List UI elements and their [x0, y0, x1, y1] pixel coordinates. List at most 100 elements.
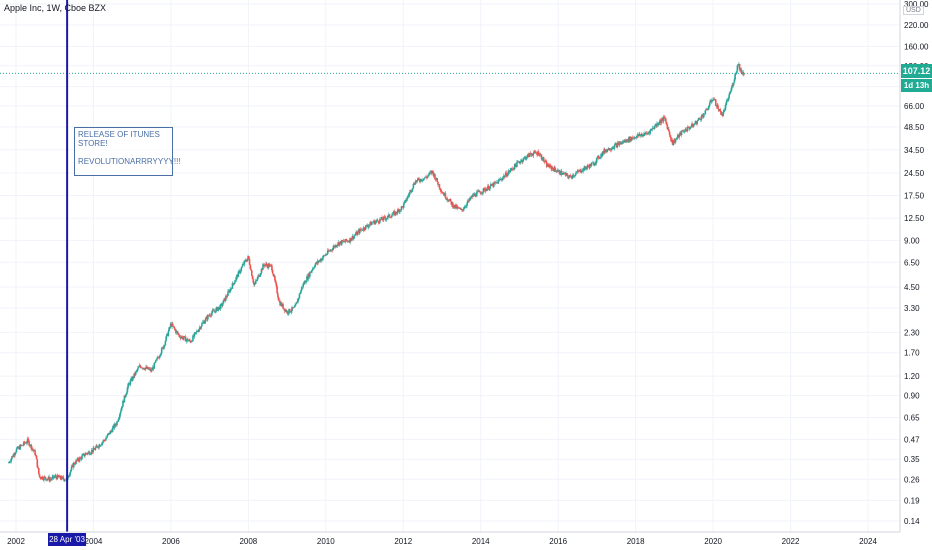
candle-body: [626, 139, 628, 142]
candle-body: [657, 124, 660, 126]
candle-body: [158, 356, 161, 359]
candle-body: [245, 261, 248, 262]
candle-body: [226, 295, 229, 297]
y-tick-label: 160.00: [904, 42, 929, 51]
candle-body: [554, 167, 556, 170]
candle-body: [709, 102, 711, 106]
candle-body: [52, 475, 55, 478]
candle-body: [668, 131, 671, 136]
candle-body: [231, 283, 234, 289]
candle-body: [93, 448, 95, 450]
candle-body: [609, 149, 612, 151]
candle-body: [533, 151, 535, 154]
candle-body: [53, 476, 56, 478]
candle-body: [159, 355, 161, 357]
candle-body: [246, 258, 249, 262]
candle-body: [391, 214, 394, 216]
candle-body: [639, 133, 641, 136]
annotation-note[interactable]: RELEASE OF ITUNES STORE! REVOLUTIONARRRY…: [74, 127, 181, 176]
candle-body: [434, 179, 437, 181]
candle-body: [96, 446, 99, 448]
candle-body: [211, 310, 214, 314]
candle-body: [271, 265, 273, 271]
candle-body: [326, 253, 328, 255]
candle-body: [242, 264, 244, 267]
time-axis[interactable]: 2002 2004 2006 2008 2010 2012 2014 2016 2018 2020…: [7, 537, 877, 546]
candle-body: [529, 153, 532, 155]
candle-body: [431, 170, 434, 173]
candle-body: [510, 168, 513, 169]
chart-title[interactable]: Apple Inc, 1W, Cboe BZX: [4, 3, 107, 13]
candle-body: [549, 164, 552, 166]
candle-body: [481, 192, 484, 194]
candle-body: [137, 367, 140, 369]
candle-body: [46, 478, 49, 480]
candle-body: [123, 395, 126, 403]
candle-body: [28, 440, 30, 446]
candle-body: [592, 162, 595, 166]
candle-body: [253, 282, 255, 285]
candle-body: [462, 209, 465, 211]
candle-body: [735, 71, 738, 74]
candle-body: [115, 424, 118, 426]
candle-body: [375, 220, 377, 222]
candle-body: [700, 115, 703, 120]
candle-body: [285, 309, 287, 313]
candle-body: [259, 275, 261, 277]
candle-body: [265, 263, 268, 266]
candle-body: [594, 162, 596, 165]
candle-body: [542, 157, 545, 162]
candle-body: [274, 280, 277, 284]
candle-body: [46, 479, 48, 481]
candle-body: [445, 198, 447, 200]
candle-body: [26, 442, 28, 444]
candle-body: [590, 163, 593, 167]
candle-body: [44, 476, 47, 479]
candle-body: [217, 308, 220, 311]
candle-body: [286, 311, 289, 314]
candle-body: [268, 264, 271, 268]
candle-body: [614, 143, 617, 145]
candle-body: [475, 192, 478, 197]
candle-body: [734, 73, 736, 80]
candle-body: [97, 447, 100, 449]
candle-body: [644, 132, 646, 135]
candle-body: [689, 127, 692, 129]
candle-body: [222, 300, 225, 304]
candle-body: [566, 173, 568, 175]
candle-body: [608, 148, 611, 151]
candle-body: [425, 176, 427, 178]
candle-body: [422, 180, 424, 181]
candle-body: [586, 167, 588, 169]
candle-body: [477, 191, 479, 192]
candle-body: [468, 198, 471, 202]
candle-body: [70, 466, 73, 471]
candle-body: [330, 249, 333, 251]
candle-body: [713, 98, 716, 100]
candle-body: [664, 117, 666, 119]
candle-body: [680, 130, 683, 136]
candle-body: [165, 336, 167, 342]
candle-body: [252, 279, 255, 283]
candle-body: [136, 370, 138, 371]
candle-body: [192, 335, 194, 342]
candle-body: [708, 105, 710, 108]
candle-body: [37, 468, 40, 475]
candle-body: [331, 250, 334, 251]
candle-body: [426, 176, 429, 178]
candle-body: [318, 261, 320, 263]
candle-body: [30, 444, 33, 450]
candle-body: [697, 119, 699, 122]
candle-body: [154, 360, 157, 363]
candle-body: [636, 136, 638, 139]
candle-body: [92, 448, 94, 453]
candle-body: [305, 281, 307, 283]
candle-body: [320, 258, 322, 262]
candle-body: [84, 453, 87, 456]
candle-body: [68, 475, 71, 477]
candle-body: [370, 222, 373, 226]
candle-body: [185, 339, 188, 342]
candle-body: [666, 124, 669, 130]
candle-body: [198, 329, 200, 332]
